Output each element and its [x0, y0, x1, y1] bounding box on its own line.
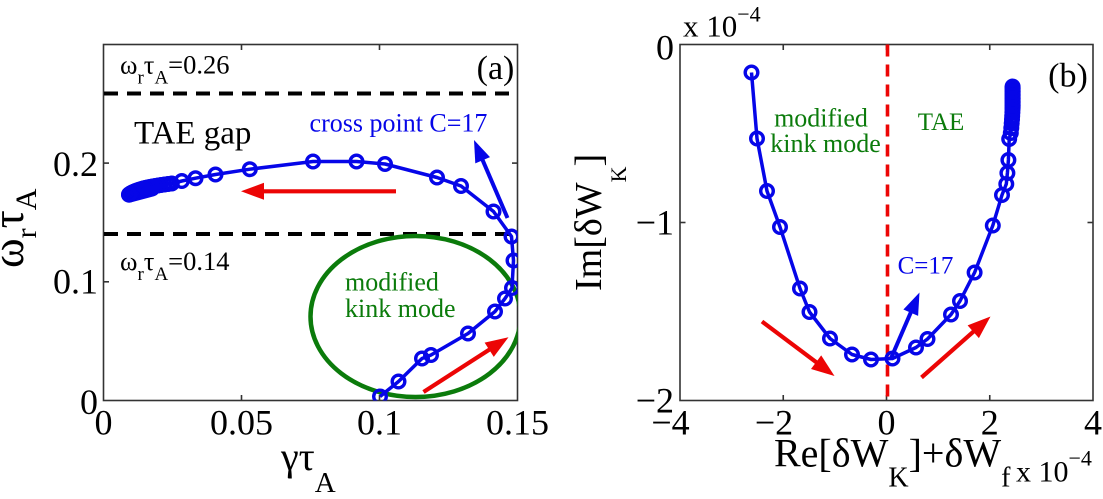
svg-text:−2: −2 — [636, 380, 674, 420]
svg-text:−1: −1 — [636, 202, 674, 242]
svg-text:kink mode: kink mode — [345, 294, 456, 323]
svg-text:4: 4 — [1084, 403, 1102, 443]
svg-text:kink mode: kink mode — [770, 129, 881, 158]
svg-text:TAE: TAE — [918, 109, 965, 136]
svg-text:TAE gap: TAE gap — [134, 116, 251, 152]
svg-text:(a): (a) — [477, 50, 515, 87]
svg-text:modified: modified — [774, 104, 868, 133]
svg-text:−2: −2 — [755, 403, 793, 443]
svg-text:−4: −4 — [651, 403, 689, 443]
svg-text:x 10−4: x 10−4 — [683, 2, 761, 44]
svg-text:(b): (b) — [1048, 58, 1088, 95]
svg-text:C=17: C=17 — [898, 253, 954, 280]
svg-text:cross point C=17: cross point C=17 — [310, 109, 488, 138]
svg-text:0.1: 0.1 — [357, 403, 402, 443]
svg-text:0.2: 0.2 — [53, 144, 98, 184]
svg-text:0.05: 0.05 — [210, 403, 273, 443]
svg-text:0: 0 — [95, 403, 113, 443]
svg-text:0.1: 0.1 — [53, 262, 98, 302]
svg-text:2: 2 — [981, 403, 999, 443]
svg-text:modified: modified — [345, 268, 439, 297]
svg-text:0: 0 — [878, 403, 896, 443]
svg-text:0: 0 — [80, 382, 98, 422]
svg-text:0.15: 0.15 — [486, 403, 549, 443]
svg-text:0: 0 — [656, 27, 674, 67]
